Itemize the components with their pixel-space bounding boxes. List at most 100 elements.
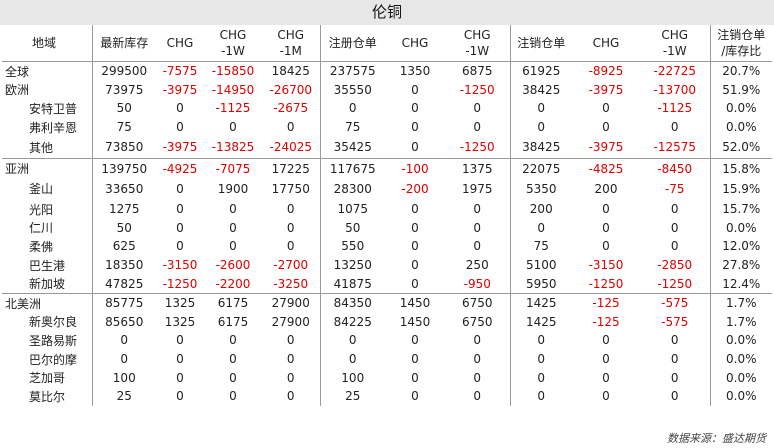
table-cell: 0 xyxy=(602,352,610,367)
table-cell: 5100 xyxy=(509,255,572,275)
region-name: 欧洲 xyxy=(5,83,30,98)
table-cell: 27.8% xyxy=(709,255,772,275)
table-cell: 0 xyxy=(286,370,295,385)
table-cell: 0 xyxy=(473,220,482,235)
table-cell: 6750 xyxy=(445,292,510,313)
table-cell: 0 xyxy=(229,370,237,385)
table-cell: 0.0% xyxy=(709,331,772,350)
table-cell: 0 xyxy=(509,349,572,369)
table-row: 巴尔的摩 0 0 0 0 0 0 0 0 0 0 0.0% xyxy=(2,349,772,369)
table-cell: 0 xyxy=(509,331,572,350)
table-cell: -7575 xyxy=(162,64,198,79)
table-cell: 0 xyxy=(411,82,419,97)
table-cell: 100 xyxy=(319,368,385,387)
column-header: CHG xyxy=(385,25,445,62)
table-cell: -100 xyxy=(385,158,445,178)
table-cell: 0 xyxy=(91,331,156,350)
table-cell: 6750 xyxy=(461,314,493,329)
table-cell: 117675 xyxy=(319,158,385,178)
table-cell: 17225 xyxy=(262,158,320,178)
table-cell: 5950 xyxy=(509,274,572,294)
table-cell: 0 xyxy=(473,352,482,367)
table-cell: 73850 xyxy=(91,136,156,159)
table-cell: 52.0% xyxy=(709,136,772,159)
region-name: 柔佛 xyxy=(29,239,54,254)
column-header: CHG xyxy=(572,25,640,62)
column-header: 注册仓单 xyxy=(319,25,385,62)
table-cell: -1125 xyxy=(215,101,251,116)
table-cell: 75 xyxy=(91,117,156,137)
table-cell: 73975 xyxy=(91,80,156,100)
table-cell: 0 xyxy=(602,333,610,348)
table-row: 仁川 50 0 0 0 50 0 0 0 0 0 0.0% xyxy=(2,218,772,238)
table-cell: 0 xyxy=(319,331,385,350)
table-cell: 625 xyxy=(91,237,156,256)
table-cell: 0 xyxy=(319,99,385,118)
table-cell: 1425 xyxy=(509,312,572,332)
table-cell: 0 xyxy=(286,120,295,135)
table-row: 欧洲 73975 -3975 -14950 -26700 35550 0 -1250 38425… xyxy=(2,80,772,100)
table-cell: -1250 xyxy=(588,276,624,291)
table-cell: -1250 xyxy=(162,276,198,291)
table-cell: -3975 xyxy=(588,82,624,97)
table-cell: 1325 xyxy=(164,314,196,329)
table-cell: -4825 xyxy=(572,158,640,178)
table-cell: 0 xyxy=(176,389,184,404)
table-cell: 0 xyxy=(176,181,184,196)
table-cell: -2850 xyxy=(657,258,693,273)
table-cell: 6875 xyxy=(461,64,493,79)
region-name: 莫比尔 xyxy=(29,389,66,404)
table-cell: 0 xyxy=(670,352,679,367)
table-cell: 0 xyxy=(602,202,610,217)
column-header: 地域 xyxy=(2,25,92,62)
table-cell: 1075 xyxy=(319,199,385,219)
table-row: 其他 73850 -3975 -13825 -24025 35425 0 -1250 38425… xyxy=(2,136,772,159)
table-row: 新奥尔良 85650 1325 6175 27900 84225 1450 6750 1425 -… xyxy=(2,312,772,332)
table-cell: 28300 xyxy=(319,177,385,200)
table-cell: -15850 xyxy=(211,64,255,79)
table-cell: 1275 xyxy=(91,199,156,219)
table-cell: -950 xyxy=(463,276,491,291)
table-cell: -3250 xyxy=(273,276,309,291)
table-cell: 15.7% xyxy=(709,199,772,219)
table-cell: 0 xyxy=(229,120,237,135)
table-cell: 0 xyxy=(509,218,572,238)
table-cell: 0 xyxy=(509,117,572,137)
table-cell: 1350 xyxy=(399,64,431,79)
table-row: 光阳 1275 0 0 0 1075 0 0 200 0 0 15.7% xyxy=(2,199,772,219)
table-cell: 0 xyxy=(670,370,679,385)
table-cell: 75 xyxy=(319,117,385,137)
table-cell: 75 xyxy=(509,237,572,256)
table-cell: 50 xyxy=(91,218,156,238)
table-cell: 0 xyxy=(602,389,610,404)
table-cell: 550 xyxy=(319,237,385,256)
table-cell: -1125 xyxy=(657,101,693,116)
table-row: 莫比尔 25 0 0 0 25 0 0 0 0 0 0.0% xyxy=(2,386,772,406)
table-cell: 12.0% xyxy=(709,237,772,256)
region-name: 安特卫普 xyxy=(29,101,78,116)
column-header: CHG -1W xyxy=(640,25,710,62)
table-cell: 27900 xyxy=(262,292,320,313)
region-name: 全球 xyxy=(5,64,30,79)
table-cell: 0 xyxy=(602,370,610,385)
table-cell: 51.9% xyxy=(709,80,772,100)
table-cell: 0 xyxy=(670,202,679,217)
table-cell: 1425 xyxy=(509,292,572,313)
table-cell: 0 xyxy=(473,333,482,348)
table-cell: 0 xyxy=(286,202,295,217)
table-cell: -3975 xyxy=(162,82,198,97)
region-name: 亚洲 xyxy=(2,158,92,178)
table-cell: 0 xyxy=(670,389,679,404)
region-name: 弗利辛恩 xyxy=(29,120,78,135)
table-cell: -575 xyxy=(640,292,710,313)
table-cell: 84350 xyxy=(319,292,385,313)
header-row: 地域 最新库存 CHG CHG -1W CHG -1M 注册仓单 CHG CHG -1W 注销仓单 CH… xyxy=(2,25,772,62)
table-cell: -575 xyxy=(661,314,689,329)
column-header: 注销仓单 xyxy=(509,25,572,62)
table-cell: 0 xyxy=(319,349,385,369)
column-header: 注销仓单/库存比 xyxy=(709,25,772,62)
table-cell: 1375 xyxy=(445,158,510,178)
table-cell: 50 xyxy=(319,218,385,238)
table-cell: 0 xyxy=(602,239,610,254)
region-name: 巴生港 xyxy=(29,258,66,273)
